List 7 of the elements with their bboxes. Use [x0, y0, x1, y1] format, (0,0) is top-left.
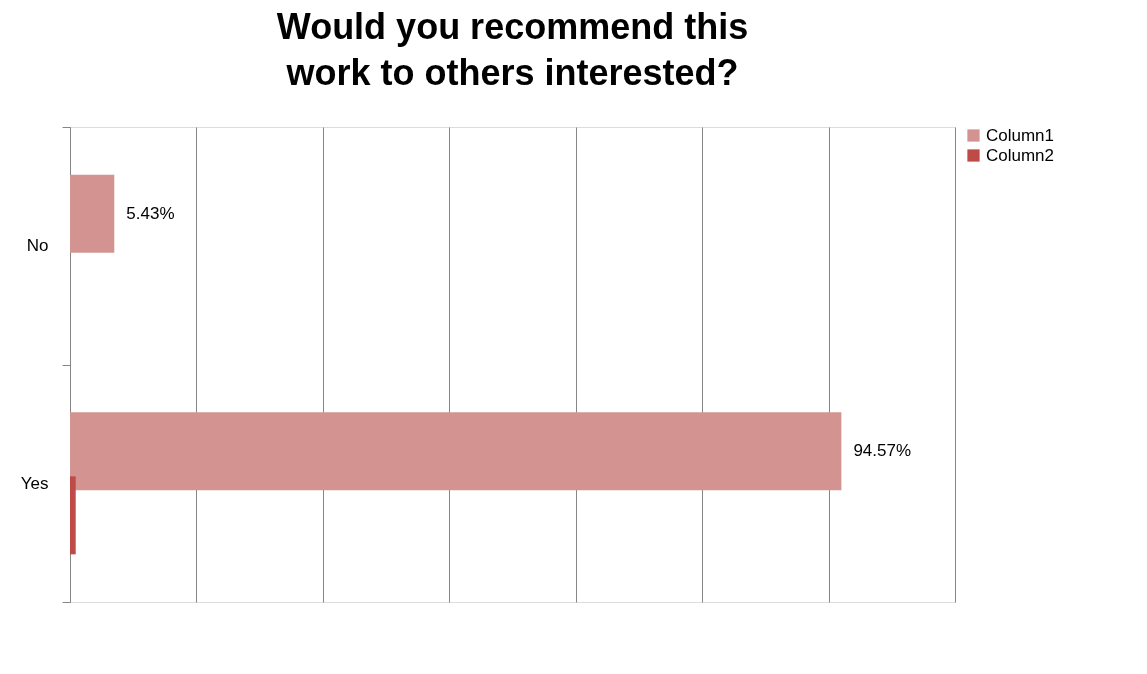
chart-title: Would you recommend this work to others interested?	[276, 6, 749, 93]
legend-label: Column2	[986, 145, 1055, 165]
y-tick-label: Yes	[20, 473, 49, 493]
y-tick-label: No	[26, 236, 49, 256]
legend-label: Column1	[986, 125, 1055, 145]
data-label: 94.57%	[853, 441, 912, 461]
data-label: 5.43%	[126, 203, 175, 223]
